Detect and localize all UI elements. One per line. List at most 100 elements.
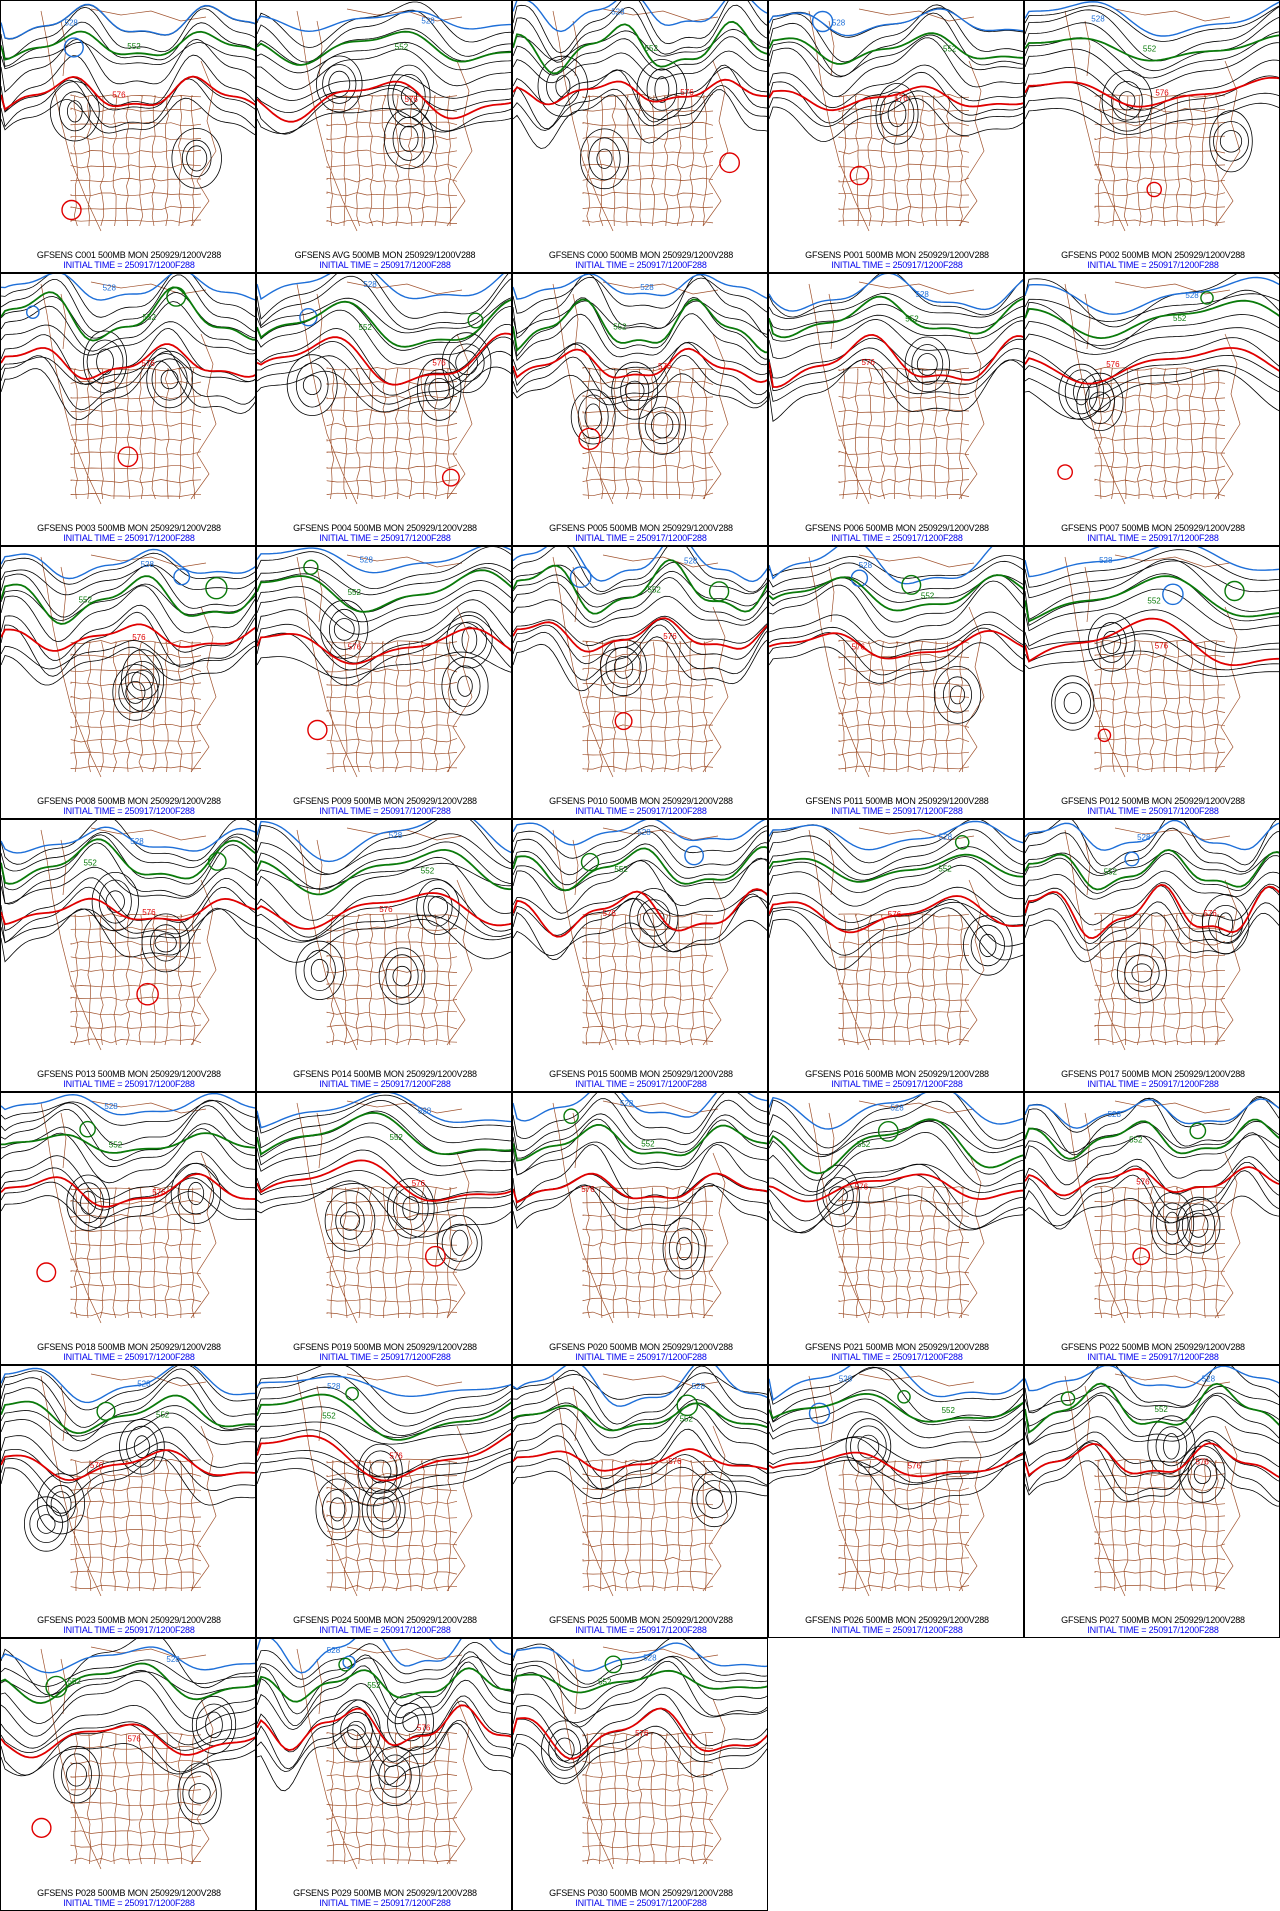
contour-value-label: 576 <box>1155 89 1169 98</box>
contour-528: 528 <box>1 1366 255 1404</box>
contour-value-label: 552 <box>79 596 93 605</box>
height-contour-map: 528 552 576 <box>1025 274 1279 505</box>
contour-552: 552 <box>1025 34 1279 62</box>
contour-552: 552 <box>769 1389 1023 1423</box>
contour-552: 552 <box>769 1118 1023 1175</box>
panel-title: GFSENS P023 500MB MON 250929/1200V288 <box>37 1615 221 1625</box>
contour-576: 576 <box>257 80 511 123</box>
panel-initial-time: INITIAL TIME = 250917/1200F288 <box>63 260 195 270</box>
contour-576: 576 <box>513 617 767 731</box>
panel-title: GFSENS C001 500MB MON 250929/1200V288 <box>36 250 222 260</box>
panel-title: GFSENS P008 500MB MON 250929/1200V288 <box>37 796 221 806</box>
contour-value-label: 528 <box>839 1375 853 1384</box>
contour-552: 552 <box>1025 848 1279 891</box>
panel-title: GFSENS AVG 500MB MON 250929/1200V288 <box>294 250 476 260</box>
isohypse-lines <box>513 1366 767 1528</box>
contour-value-label: 528 <box>832 19 846 28</box>
panel-title: GFSENS P030 500MB MON 250929/1200V288 <box>549 1888 733 1898</box>
contour-576: 576 <box>257 1704 511 1752</box>
contour-552: 552 <box>257 848 511 896</box>
contour-value-label: 552 <box>109 1140 123 1149</box>
ensemble-member-panel: 528 552 576 GFSENS P004 500MB MON 250929/12… <box>256 273 512 546</box>
contour-value-label: 552 <box>905 314 919 323</box>
panel-title: GFSENS P001 500MB MON 250929/1200V288 <box>805 250 989 260</box>
contour-value-label: 528 <box>640 283 654 292</box>
contour-576: 576 <box>513 347 767 451</box>
contour-value-label: 552 <box>943 45 957 54</box>
contour-value-label: 552 <box>395 43 409 52</box>
contour-576: 576 <box>513 1707 767 1760</box>
map-borders <box>40 554 217 778</box>
isohypse-lines <box>257 1642 511 1807</box>
contour-value-label: 576 <box>894 94 908 103</box>
isohypse-lines <box>1025 274 1279 431</box>
ensemble-member-panel: 528 552 576 GFSENS P006 500MB MON 250929/12… <box>768 273 1024 546</box>
contour-value-label: 528 <box>643 1653 657 1662</box>
height-contour-map: 528 552 576 <box>257 274 511 505</box>
contour-576: 576 <box>257 627 511 741</box>
contour-value-label: 576 <box>603 909 617 918</box>
ensemble-member-panel: 528 552 576 GFSENS P022 500MB MON 250929/12… <box>1024 1092 1280 1365</box>
panel-title: GFSENS C000 500MB MON 250929/1200V288 <box>548 250 734 260</box>
contour-value-label: 528 <box>1108 1110 1122 1119</box>
ensemble-member-panel: 528 552 576 GFSENS C000 500MB MON 250929/12… <box>512 0 768 273</box>
contour-576: 576 <box>1025 1442 1279 1478</box>
contour-552: 552 <box>513 846 767 892</box>
isohypse-lines <box>257 1094 511 1271</box>
contour-value-label: 576 <box>128 1735 142 1744</box>
height-contour-map: 528 552 576 <box>257 1 511 232</box>
contour-552: 552 <box>513 1394 767 1432</box>
map-borders <box>552 554 729 778</box>
contour-value-label: 528 <box>1099 556 1113 565</box>
contour-528: 528 <box>513 547 767 589</box>
ensemble-member-panel: 528 552 576 GFSENS P019 500MB MON 250929/12… <box>256 1092 512 1365</box>
contour-528: 528 <box>769 8 1023 37</box>
contour-528: 528 <box>1025 547 1279 606</box>
contour-value-label: 576 <box>348 642 362 651</box>
contour-528: 528 <box>257 1093 511 1129</box>
contour-552: 552 <box>257 1111 511 1156</box>
panel-initial-time: INITIAL TIME = 250917/1200F288 <box>63 1898 195 1908</box>
ensemble-member-panel: 528 552 576 GFSENS P010 500MB MON 250929/12… <box>512 546 768 819</box>
contour-552: 552 <box>769 834 1023 883</box>
contour-528: 528 <box>257 820 511 863</box>
contour-value-label: 528 <box>65 19 79 28</box>
panel-initial-time: INITIAL TIME = 250917/1200F288 <box>1087 260 1219 270</box>
contour-value-label: 528 <box>890 1104 904 1113</box>
map-borders <box>296 1646 473 1870</box>
panel-initial-time: INITIAL TIME = 250917/1200F288 <box>831 533 963 543</box>
contour-value-label: 528 <box>421 17 435 26</box>
contour-value-label: 528 <box>859 561 873 570</box>
contour-552: 552 <box>513 20 767 75</box>
contour-value-label: 576 <box>888 910 902 919</box>
panel-title: GFSENS P025 500MB MON 250929/1200V288 <box>549 1615 733 1625</box>
panel-title: GFSENS P009 500MB MON 250929/1200V288 <box>293 796 477 806</box>
contour-552: 552 <box>513 1655 767 1694</box>
contour-576: 576 <box>513 1448 767 1472</box>
ensemble-member-panel: 528 552 576 GFSENS AVG 500MB MON 250929/120… <box>256 0 512 273</box>
map-borders <box>40 281 217 505</box>
height-contour-map: 528 552 576 <box>1025 820 1279 1051</box>
map-borders <box>808 1100 985 1324</box>
panel-initial-time: INITIAL TIME = 250917/1200F288 <box>1087 1625 1219 1635</box>
contour-value-label: 528 <box>130 837 144 846</box>
map-borders <box>40 1373 217 1597</box>
isohypse-lines <box>257 547 511 716</box>
contour-528: 528 <box>513 820 766 866</box>
height-contour-map: 528 552 576 <box>1025 1096 1279 1324</box>
height-contour-map: 528 552 576 <box>257 547 511 778</box>
panel-initial-time: INITIAL TIME = 250917/1200F288 <box>575 1625 707 1635</box>
ensemble-member-panel: 528 552 576 GFSENS P008 500MB MON 250929/12… <box>0 546 256 819</box>
ensemble-member-panel: 528 552 576 GFSENS P013 500MB MON 250929/12… <box>0 819 256 1092</box>
contour-528: 528 <box>1025 276 1279 315</box>
panel-initial-time: INITIAL TIME = 250917/1200F288 <box>63 1625 195 1635</box>
contour-528: 528 <box>257 1375 511 1397</box>
contour-value-label: 528 <box>1137 833 1151 842</box>
contour-528: 528 <box>257 10 511 33</box>
contour-value-label: 552 <box>1147 596 1161 605</box>
contour-552: 552 <box>1 575 255 625</box>
contour-value-label: 552 <box>648 585 662 594</box>
contour-value-label: 576 <box>1196 1458 1210 1467</box>
ensemble-member-panel: 528 552 576 GFSENS P009 500MB MON 250929/12… <box>256 546 512 819</box>
height-contour-map: 528 552 576 <box>769 1366 1023 1597</box>
